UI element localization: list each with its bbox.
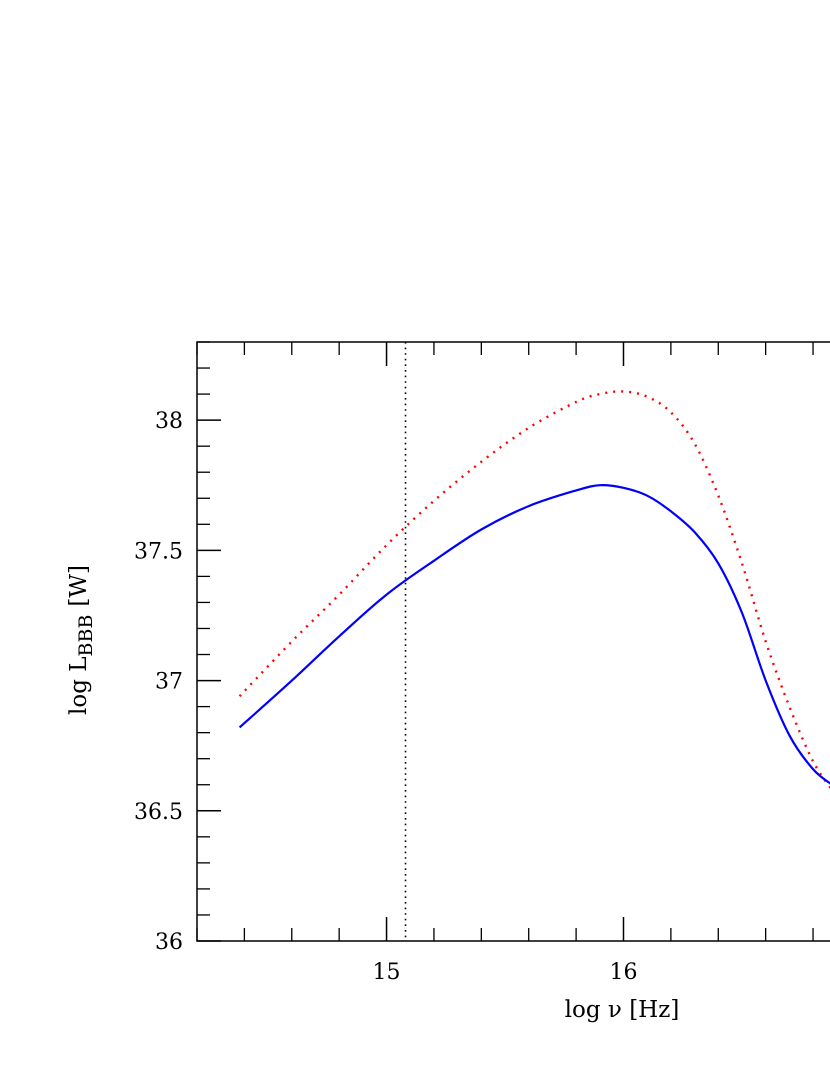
major-ticks <box>197 342 625 942</box>
x-axis-label: log ν [Hz] <box>565 997 680 1023</box>
x-axis-label-text: log ν [Hz] <box>565 997 680 1023</box>
y-tick-label: 38 <box>155 409 183 434</box>
y-tick-label: 36 <box>155 930 183 955</box>
y-axis-label: log LBBB [W] <box>66 565 97 715</box>
series-line-1 <box>238 390 830 790</box>
y-tick-label: 36.5 <box>134 800 183 825</box>
tick-labels: 15 16 36 36.5 37 37.5 38 <box>134 409 637 985</box>
x-tick-label: 15 <box>373 960 401 985</box>
series-layer <box>238 390 830 790</box>
plot-frame <box>196 341 830 942</box>
series-line-2 <box>238 484 830 785</box>
y-axis-label-unit: [W] <box>66 565 92 607</box>
x-tick-label: 16 <box>609 960 637 985</box>
y-axis-label-main: log L <box>66 656 92 715</box>
y-axis-label-sub: BBB <box>75 615 97 657</box>
y-tick-label: 37.5 <box>134 539 183 564</box>
y-tick-label: 37 <box>155 670 183 695</box>
minor-ticks <box>196 341 814 941</box>
